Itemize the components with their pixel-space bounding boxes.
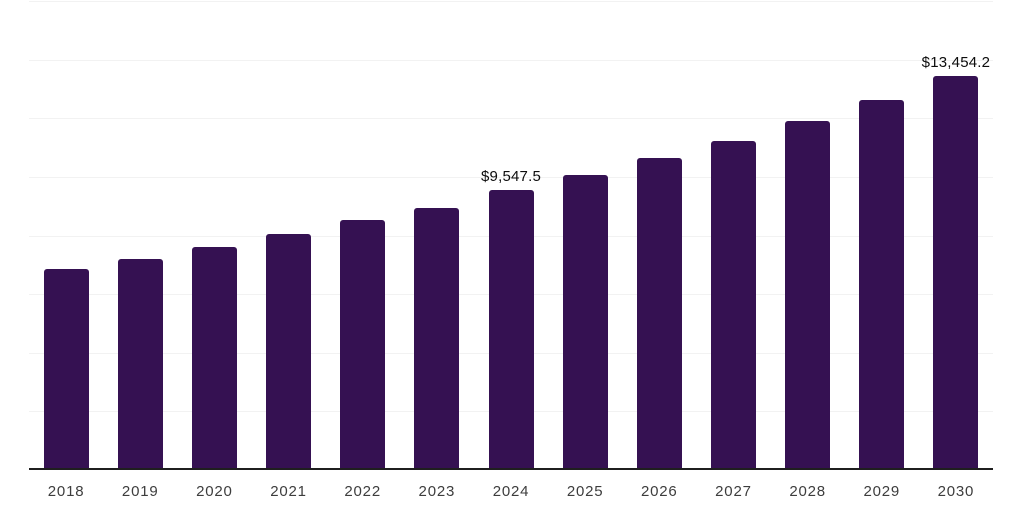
bar-2029 — [859, 99, 905, 470]
bar-2018 — [43, 268, 89, 470]
bar-2020 — [191, 246, 237, 470]
gridline-16000 — [29, 1, 993, 2]
x-tick-label-2026: 2026 — [641, 483, 678, 500]
x-tick-label-2024: 2024 — [492, 483, 530, 500]
x-tick-label-2030: 2030 — [937, 483, 975, 500]
bar-2024 — [488, 190, 534, 470]
bar-2027 — [710, 140, 756, 470]
bar-2025 — [562, 175, 608, 470]
x-tick-label-2018: 2018 — [47, 483, 85, 500]
x-axis-line — [29, 468, 993, 470]
bar-2028 — [785, 120, 831, 470]
bar-2021 — [266, 233, 312, 470]
gridline-12000 — [29, 118, 993, 120]
x-tick-label-2019: 2019 — [121, 483, 159, 500]
bar-2022 — [340, 220, 386, 470]
bar-2030 — [933, 75, 979, 470]
gridline-10000 — [29, 176, 993, 178]
plot-area: $9,547.5 $13,454.2 — [29, 0, 993, 470]
bar-2026 — [636, 158, 682, 470]
bar-2023 — [414, 207, 460, 470]
data-label-2030: $13,454.2 — [921, 53, 991, 71]
x-tick-label-2020: 2020 — [196, 483, 233, 500]
data-label-2024: $9,547.5 — [481, 168, 541, 186]
gridline-14000 — [29, 59, 993, 61]
x-tick-label-2025: 2025 — [566, 483, 604, 500]
x-tick-label-2023: 2023 — [418, 483, 456, 500]
x-axis-labels: 2018 2019 2020 2021 2022 2023 2024 2025 2026 2027… — [29, 483, 993, 503]
x-tick-label-2028: 2028 — [789, 483, 826, 500]
x-tick-label-2027: 2027 — [715, 483, 752, 500]
x-tick-label-2021: 2021 — [270, 483, 307, 500]
bar-2019 — [117, 258, 163, 470]
x-tick-label-2029: 2029 — [863, 483, 901, 500]
x-tick-label-2022: 2022 — [344, 483, 381, 500]
